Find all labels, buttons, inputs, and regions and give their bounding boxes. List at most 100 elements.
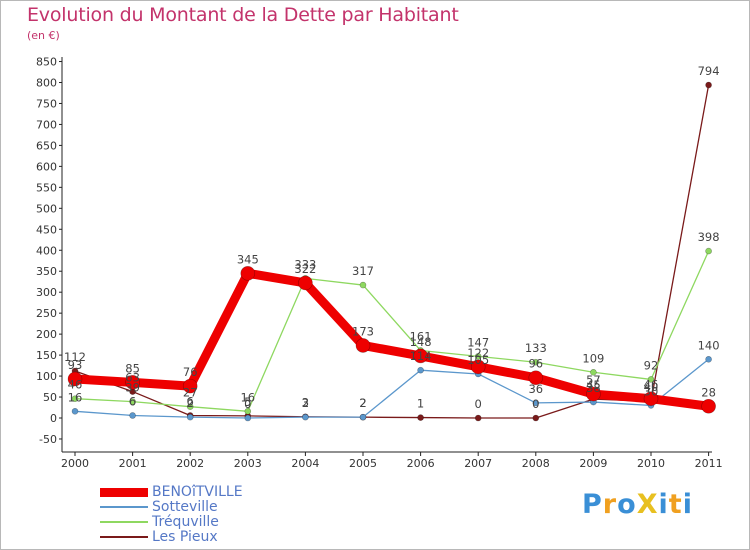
- data-label-beno-tville: 46: [644, 378, 659, 392]
- data-point-les-pieux: [417, 414, 424, 421]
- data-point-tr-quville: [244, 407, 252, 415]
- data-label-les-pieux: 63: [125, 371, 140, 385]
- data-point-beno-tville: [355, 338, 371, 353]
- logo-letter: i: [682, 489, 693, 520]
- y-tick-label: 550: [36, 181, 57, 194]
- x-tick-label: 2002: [176, 457, 204, 470]
- data-label-tr-quville: 39: [125, 381, 140, 395]
- data-label-les-pieux: 3: [302, 396, 309, 410]
- legend-label: BENOîTVILLE: [152, 484, 243, 500]
- data-point-beno-tville: [470, 359, 486, 375]
- chart-title: Evolution du Montant de la Dette par Hab…: [27, 4, 459, 26]
- y-tick-label: 650: [36, 139, 57, 152]
- data-label-tr-quville: 161: [410, 329, 432, 343]
- x-tick-label: 2001: [119, 457, 147, 470]
- series-line-les-pieux: [74, 84, 710, 419]
- y-tick-label: 700: [36, 118, 57, 131]
- data-point-les-pieux: [474, 414, 482, 422]
- legend-swatch: [100, 536, 148, 538]
- data-label-sotteville: 2: [359, 396, 366, 410]
- data-point-les-pieux: [532, 414, 540, 422]
- data-point-beno-tville: [528, 370, 544, 386]
- data-label-sotteville: 36: [528, 382, 543, 396]
- data-label-sotteville: 6: [129, 394, 136, 408]
- data-point-tr-quville: [647, 376, 655, 383]
- data-label-beno-tville: 345: [237, 252, 259, 266]
- x-tick-label: 2007: [464, 457, 492, 470]
- data-label-tr-quville: 333: [294, 257, 316, 271]
- data-point-beno-tville: [240, 266, 256, 281]
- legend-label: Tréquville: [152, 514, 219, 530]
- data-label-les-pieux: 2: [359, 396, 366, 410]
- data-label-tr-quville: 147: [467, 335, 489, 349]
- data-point-tr-quville: [705, 247, 712, 255]
- y-tick-label: -50: [39, 433, 57, 446]
- data-point-beno-tville: [701, 398, 716, 414]
- logo-letter: o: [617, 489, 637, 520]
- data-point-beno-tville: [643, 391, 659, 407]
- y-tick-label: 400: [36, 244, 57, 257]
- data-point-tr-quville: [71, 395, 79, 403]
- data-label-beno-tville: 57: [586, 373, 601, 387]
- legend-swatch: [100, 506, 148, 508]
- data-point-sotteville: [186, 413, 194, 421]
- series-line-sotteville: [74, 358, 710, 419]
- data-point-sotteville: [417, 366, 424, 374]
- x-tick-label: 2011: [695, 457, 723, 470]
- data-label-beno-tville: 122: [467, 346, 489, 360]
- data-label-les-pieux: 1: [417, 397, 424, 411]
- data-point-sotteville: [705, 355, 712, 363]
- legend-item: Tréquville: [100, 514, 219, 530]
- logo-letter: t: [668, 489, 683, 520]
- x-tick-label: 2003: [234, 457, 262, 470]
- data-point-sotteville: [129, 412, 136, 419]
- y-tick-label: 850: [36, 56, 57, 69]
- data-point-sotteville: [244, 414, 252, 422]
- logo-letter: P: [582, 489, 603, 520]
- data-label-les-pieux: 112: [64, 350, 86, 364]
- y-tick-label: 50: [43, 391, 57, 404]
- y-tick-label: 350: [36, 265, 57, 278]
- data-label-les-pieux: 0: [532, 397, 539, 411]
- data-label-beno-tville: 93: [68, 358, 83, 372]
- data-label-sotteville: 114: [410, 349, 432, 363]
- data-label-tr-quville: 398: [698, 230, 720, 244]
- data-point-les-pieux: [705, 81, 712, 89]
- data-label-sotteville: 16: [68, 390, 83, 404]
- data-label-les-pieux: 5: [244, 395, 251, 409]
- y-tick-label: 750: [36, 97, 57, 110]
- x-tick-label: 2004: [291, 457, 319, 470]
- data-label-tr-quville: 27: [183, 386, 198, 400]
- data-label-tr-quville: 46: [68, 378, 83, 392]
- y-tick-label: 450: [36, 223, 57, 236]
- y-tick-label: 200: [36, 328, 57, 341]
- series-line-tr-quville: [74, 250, 710, 412]
- legend-label: Sotteville: [152, 499, 218, 515]
- data-label-beno-tville: 96: [528, 357, 543, 371]
- data-point-sotteville: [302, 413, 309, 421]
- x-tick-label: 2009: [579, 457, 607, 470]
- data-point-tr-quville: [590, 368, 597, 376]
- chart-unit-subtitle: (en €): [27, 29, 60, 42]
- data-label-beno-tville: 28: [701, 385, 716, 399]
- data-point-beno-tville: [586, 386, 601, 402]
- logo-letter: r: [602, 489, 618, 520]
- data-point-tr-quville: [129, 398, 136, 405]
- y-tick-label: 250: [36, 307, 57, 320]
- data-point-tr-quville: [532, 358, 540, 366]
- data-label-sotteville: 0: [244, 397, 251, 411]
- data-label-tr-quville: 317: [352, 264, 374, 278]
- legend-swatch: [100, 521, 148, 523]
- data-label-sotteville: 38: [586, 381, 601, 395]
- legend-swatch: [100, 487, 148, 497]
- data-label-beno-tville: 76: [183, 365, 198, 379]
- x-tick-label: 2010: [637, 457, 665, 470]
- x-tick-label: 2000: [61, 457, 89, 470]
- y-tick-label: 500: [36, 202, 57, 215]
- data-label-tr-quville: 92: [644, 358, 659, 372]
- data-label-les-pieux: 40: [644, 380, 659, 394]
- y-tick-label: 300: [36, 286, 57, 299]
- data-point-beno-tville: [182, 378, 198, 394]
